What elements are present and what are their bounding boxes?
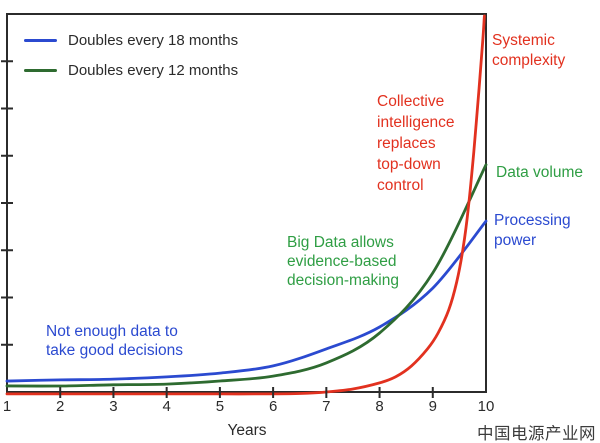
x-tick-label: 3 [109,398,118,415]
legend-item-18-months: Doubles every 18 months [24,30,238,51]
x-axis-title: Years [227,422,267,439]
x-tick-label: 4 [162,398,171,415]
x-tick-label: 6 [268,398,278,415]
annotation-big-data: Big Data allows evidence-based decision-… [287,234,399,289]
x-tick-label: 9 [428,398,437,415]
x-tick-label: 10 [477,398,495,415]
watermark-text: 中国电源产业网 [477,425,596,443]
x-tick-label: 1 [2,398,12,415]
curve-processing-power [5,219,488,383]
curve-label-systemic-complexity: Systemic complexity [492,32,566,69]
legend-label: Doubles every 18 months [68,32,239,49]
x-tick-label: 5 [215,398,225,415]
curve-systemic-complexity [5,14,486,396]
annotation-not-enough-data: Not enough data to take good decisions [46,323,184,359]
x-tick-label: 8 [375,398,384,415]
curve-label-data-volume: Data volume [496,164,584,181]
blue-line-swatch [24,39,57,42]
legend: Doubles every 18 months Doubles every 12… [24,30,238,81]
legend-label: Doubles every 12 months [68,62,239,79]
green-line-swatch [24,69,57,72]
legend-item-12-months: Doubles every 12 months [24,60,238,81]
x-tick-label: 2 [56,398,65,415]
x-tick-label: 7 [322,398,331,415]
annotation-collective-intelligence: Collective intelligence replaces top-dow… [377,93,455,194]
curve-data-volume [5,163,488,388]
curve-label-processing-power: Processing power [494,212,571,249]
